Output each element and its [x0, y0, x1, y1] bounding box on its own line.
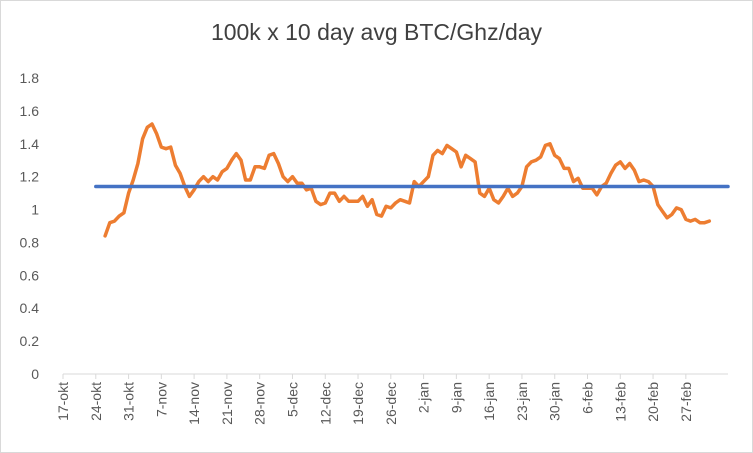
x-tick-label: 30-jan	[547, 382, 563, 421]
x-tick-label: 23-jan	[514, 382, 530, 421]
y-tick-label: 0	[31, 366, 39, 382]
x-tick-label: 6-feb	[580, 382, 596, 414]
x-tick-label: 20-feb	[645, 382, 661, 422]
y-tick-label: 1.2	[20, 169, 40, 185]
y-tick-label: 0.6	[20, 267, 40, 283]
y-tick-label: 1.6	[20, 103, 40, 119]
x-tick-label: 28-nov	[252, 382, 268, 425]
y-tick-label: 0.8	[20, 234, 40, 250]
x-tick-label: 13-feb	[612, 382, 628, 422]
y-tick-label: 1.8	[20, 70, 40, 86]
x-tick-label: 5-dec	[284, 382, 300, 417]
x-tick-label: 12-dec	[317, 382, 333, 425]
x-tick-label: 21-nov	[219, 382, 235, 425]
x-tick-label: 17-okt	[55, 382, 71, 421]
x-tick-label: 16-jan	[481, 382, 497, 421]
series-line-btc-ghz-day	[103, 122, 712, 238]
x-tick-label: 2-jan	[416, 382, 432, 413]
x-tick-label: 31-okt	[121, 382, 137, 421]
x-tick-label: 24-okt	[88, 382, 104, 421]
y-tick-label: 1.4	[20, 136, 40, 152]
y-tick-label: 1	[31, 202, 39, 218]
y-tick-label: 0.4	[20, 300, 40, 316]
x-tick-label: 14-nov	[186, 382, 202, 425]
x-tick-label: 7-nov	[153, 382, 169, 417]
y-tick-label: 0.2	[20, 333, 40, 349]
chart-title: 100k x 10 day avg BTC/Ghz/day	[210, 19, 543, 45]
x-tick-label: 26-dec	[383, 382, 399, 425]
x-tick-label: 27-feb	[678, 382, 694, 422]
x-tick-label: 19-dec	[350, 382, 366, 425]
x-tick-label: 9-jan	[448, 382, 464, 413]
